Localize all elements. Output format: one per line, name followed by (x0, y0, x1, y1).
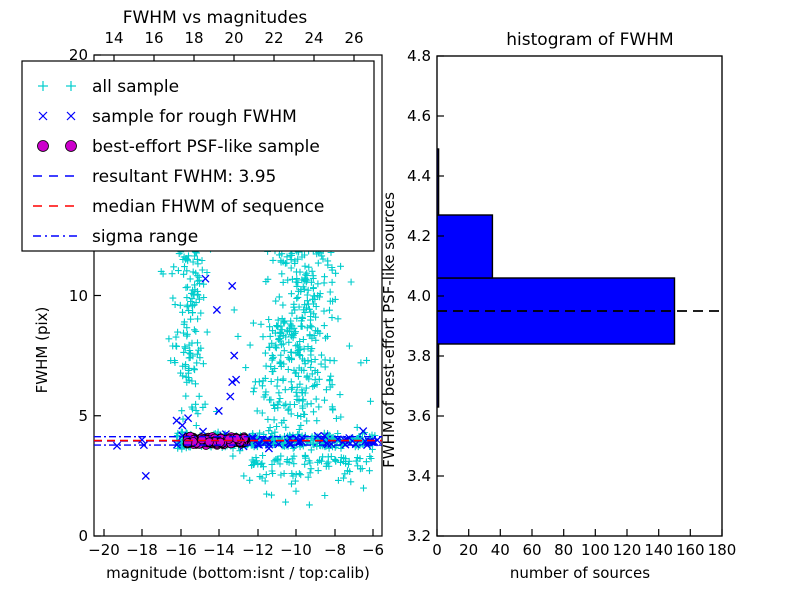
histogram-bar (437, 214, 494, 279)
x-tick-label: 180 (708, 541, 737, 559)
legend-item-label: resultant FWHM: 3.95 (92, 167, 276, 187)
scatter-top-axis-ticklabels: 14 16 18 20 22 24 26 (104, 29, 363, 47)
x-tick-label: −12 (242, 541, 274, 559)
y-tick-label: 3.6 (407, 407, 431, 425)
circle-marker (37, 140, 77, 152)
top-tick-label: 14 (104, 29, 123, 47)
top-tick-label: 20 (224, 29, 243, 47)
legend-item-sigma-range[interactable]: sigma range (33, 227, 198, 247)
y-tick-label: 4.0 (407, 287, 431, 305)
x-tick-label: 140 (644, 541, 673, 559)
legend-box (21, 60, 375, 252)
plus-marker (38, 81, 76, 91)
x-tick-label: −20 (88, 541, 120, 559)
histogram-left-ticklabels: 3.2 3.4 3.6 3.8 4.0 4.2 4.4 4.6 4.8 (407, 47, 431, 545)
y-tick-label: 10 (69, 287, 88, 305)
x-tick-label: 20 (459, 541, 478, 559)
y-tick-label: 4.2 (407, 227, 431, 245)
scatter-ylabel: FWHM (pix) (33, 307, 51, 394)
scatter-title: FWHM vs magnitudes (123, 8, 308, 28)
y-tick-label: 4.8 (407, 47, 431, 65)
top-tick-label: 24 (304, 29, 323, 47)
x-tick-label: 60 (522, 541, 541, 559)
x-tick-label: −16 (165, 541, 197, 559)
top-tick-label: 16 (144, 29, 163, 47)
x-tick-label: 160 (676, 541, 705, 559)
y-tick-label: 20 (69, 46, 88, 64)
legend-item-label: sigma range (92, 227, 198, 247)
x-tick-label: −8 (324, 541, 346, 559)
histogram-bar (437, 148, 440, 216)
x-tick-label: −6 (362, 541, 384, 559)
histogram-bars (437, 148, 676, 408)
legend: all sample sample for rough FWHM (21, 60, 375, 252)
y-tick-label: 3.8 (407, 347, 431, 365)
x-tick-label: 0 (432, 541, 442, 559)
legend-item-median-fwhm[interactable]: median FHWM of sequence (33, 197, 324, 217)
histogram-left-ticks (437, 55, 444, 537)
scatter-xlabel: magnitude (bottom:isnt / top:calib) (106, 564, 370, 582)
y-tick-label: 3.2 (407, 527, 431, 545)
top-tick-label: 22 (264, 29, 283, 47)
x-tick-label: 80 (554, 541, 573, 559)
legend-item-resultant-fwhm[interactable]: resultant FWHM: 3.95 (33, 167, 276, 187)
scatter-panel: FWHM vs magnitudes 14 16 18 20 22 24 26 (21, 8, 384, 582)
x-tick-label: −14 (203, 541, 235, 559)
legend-item-label: sample for rough FWHM (92, 107, 297, 127)
y-tick-label: 4.4 (407, 167, 431, 185)
y-tick-label: 3.4 (407, 467, 431, 485)
histogram-ylabel: FWHM of best-effort PSF-like sources (380, 192, 398, 468)
top-tick-label: 18 (184, 29, 203, 47)
cross-marker (38, 111, 76, 121)
y-tick-label: 5 (78, 407, 88, 425)
histogram-title: histogram of FWHM (506, 30, 673, 50)
histogram-bottom-ticks (436, 529, 723, 536)
legend-item-rough-sample[interactable]: sample for rough FWHM (38, 107, 297, 127)
legend-item-label: best-effort PSF-like sample (92, 137, 320, 157)
histogram-xlabel: number of sources (510, 564, 650, 582)
scatter-left-ticklabels: 0 5 10 20 (69, 46, 88, 545)
top-tick-label: 26 (344, 29, 363, 47)
scatter-bottom-ticklabels: −20 −18 −16 −14 −12 −10 −8 −6 (88, 541, 384, 559)
x-tick-label: 40 (491, 541, 510, 559)
histogram-bottom-ticklabels: 0 20 40 60 80 100 120 140 160 180 (432, 541, 736, 559)
x-tick-label: −18 (126, 541, 158, 559)
all-sample-points (157, 210, 379, 509)
legend-item-label: all sample (92, 77, 179, 97)
x-tick-label: 100 (581, 541, 610, 559)
y-tick-label: 0 (78, 527, 88, 545)
y-tick-label: 4.6 (407, 107, 431, 125)
legend-item-label: median FHWM of sequence (92, 197, 324, 217)
x-tick-label: 120 (613, 541, 642, 559)
legend-item-all-sample[interactable]: all sample (38, 77, 179, 97)
histogram-panel: histogram of FWHM (380, 30, 736, 582)
scatter-bottom-ticks (103, 529, 374, 536)
legend-item-psf-sample[interactable]: best-effort PSF-like sample (37, 137, 320, 157)
x-tick-label: −10 (280, 541, 312, 559)
